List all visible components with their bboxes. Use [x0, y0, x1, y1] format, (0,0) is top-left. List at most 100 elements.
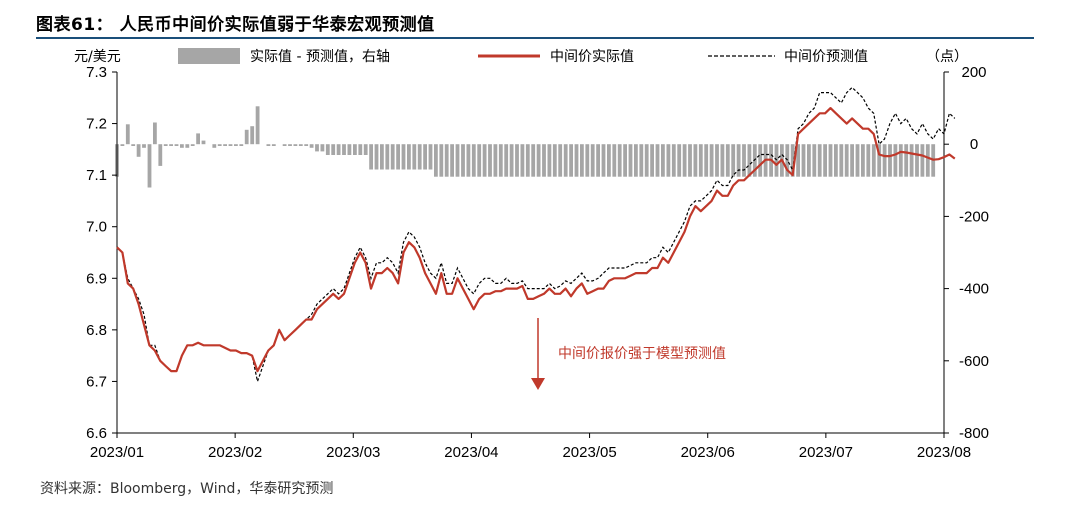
- diff-bar: [688, 144, 692, 177]
- diff-bar: [634, 144, 638, 177]
- x-tick-label: 2023/05: [562, 444, 616, 461]
- diff-bar: [855, 144, 860, 177]
- diff-bar: [417, 144, 422, 170]
- diff-bar: [882, 144, 887, 177]
- diff-bar: [812, 144, 817, 177]
- x-tick-label: 2023/02: [208, 444, 262, 461]
- diff-bar: [585, 144, 590, 177]
- left-tick-label: 7.3: [86, 64, 107, 81]
- diff-bar: [661, 144, 665, 177]
- left-tick-label: 7.1: [86, 167, 107, 184]
- diff-bar: [817, 144, 822, 177]
- diff-bar: [850, 144, 854, 177]
- legend-actual-label: 中间价实际值: [550, 49, 634, 65]
- diff-bar: [742, 144, 746, 177]
- diff-bar: [369, 144, 373, 170]
- diff-bar: [315, 144, 319, 152]
- diff-bar: [563, 144, 568, 177]
- diff-bar: [401, 144, 406, 170]
- diff-bar: [801, 144, 806, 177]
- diff-bar: [704, 144, 709, 177]
- left-tick-label: 6.7: [86, 373, 107, 390]
- diff-bar: [644, 144, 649, 177]
- diff-bar: [136, 144, 141, 157]
- diff-bar: [336, 144, 341, 155]
- diff-bar: [839, 144, 844, 177]
- diff-bar: [580, 144, 584, 177]
- diff-bar: [866, 144, 871, 177]
- diff-bar: [574, 144, 579, 177]
- diff-bar: [888, 144, 892, 177]
- diff-bar: [671, 144, 676, 177]
- diff-bar: [747, 144, 752, 177]
- diff-bar: [612, 144, 617, 177]
- diff-bar: [380, 144, 384, 170]
- diff-bar: [228, 144, 233, 146]
- diff-bar: [877, 144, 882, 177]
- diff-bar: [282, 144, 287, 146]
- diff-bar: [915, 144, 919, 177]
- diff-bar: [520, 144, 525, 177]
- right-tick-label: -600: [959, 353, 989, 370]
- x-tick-label: 2023/06: [681, 444, 735, 461]
- diff-bar: [450, 144, 454, 177]
- annotation-arrow-head: [531, 378, 545, 390]
- diff-bar: [493, 144, 498, 177]
- diff-bar: [142, 144, 146, 148]
- diff-bar: [498, 144, 503, 177]
- diff-bar: [655, 144, 660, 177]
- diff-bar: [823, 144, 827, 177]
- diff-bar: [925, 144, 930, 177]
- diff-bar: [396, 144, 400, 170]
- diff-bar: [353, 144, 357, 155]
- diff-bar: [488, 144, 492, 177]
- diff-bar: [650, 144, 654, 177]
- diff-bar: [358, 144, 363, 155]
- legend-bars-label: 实际值 - 预测值，右轴: [250, 49, 390, 65]
- diff-bar: [834, 144, 838, 177]
- diff-bar: [509, 144, 514, 177]
- diff-bar: [288, 144, 292, 146]
- diff-bar: [525, 144, 530, 177]
- diff-bar: [407, 144, 411, 170]
- diff-bar: [239, 144, 244, 146]
- diff-bar: [342, 144, 346, 155]
- diff-bar: [331, 144, 336, 155]
- diff-bar: [428, 144, 433, 170]
- diff-bar: [844, 144, 849, 177]
- diff-bar: [477, 144, 482, 177]
- diff-bar: [601, 144, 606, 177]
- left-tick-label: 6.9: [86, 270, 107, 287]
- diff-bar: [542, 144, 546, 177]
- diff-bar: [347, 144, 352, 155]
- diff-bar: [623, 144, 627, 177]
- diff-bar: [412, 144, 417, 170]
- diff-bar: [255, 106, 260, 145]
- diff-bar: [628, 144, 633, 177]
- diff-bar: [796, 144, 800, 177]
- diff-bar: [461, 144, 465, 177]
- diff-bar: [201, 140, 206, 145]
- diff-bar: [163, 144, 168, 146]
- diff-bar: [304, 144, 309, 146]
- diff-bar: [590, 144, 595, 177]
- diff-bar: [677, 144, 682, 177]
- diff-bar: [558, 144, 563, 177]
- left-tick-label: 6.6: [86, 425, 107, 442]
- diff-bar: [596, 144, 600, 177]
- diff-bar: [774, 144, 779, 177]
- diff-bars: [115, 106, 936, 188]
- diff-bar: [120, 144, 125, 146]
- series-lines: [116, 86, 956, 384]
- diff-bar: [320, 144, 325, 152]
- diff-bar: [898, 144, 903, 177]
- diff-bar: [158, 144, 163, 166]
- legend-bar-swatch: [178, 48, 240, 64]
- diff-bar: [293, 144, 298, 146]
- x-tick-label: 2023/08: [917, 444, 971, 461]
- diff-bar: [325, 144, 330, 155]
- diff-bar: [715, 144, 719, 177]
- forecast-line: [116, 86, 956, 384]
- annotation: 中间价报价强于模型预测值: [531, 318, 726, 390]
